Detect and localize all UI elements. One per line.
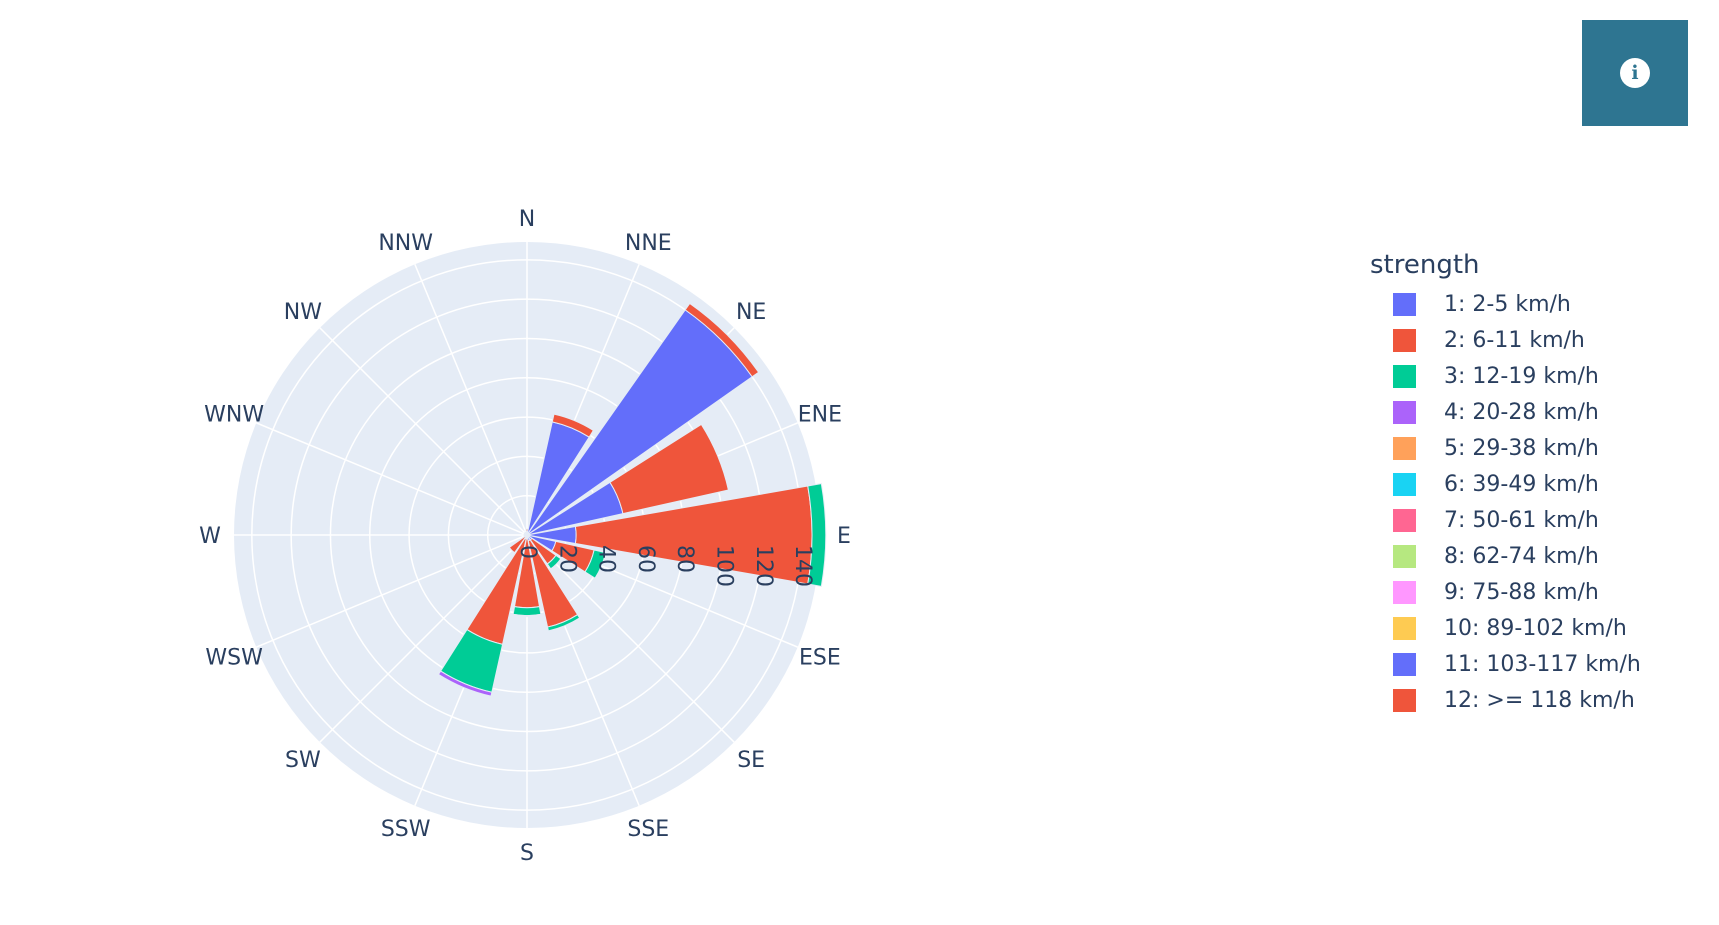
direction-label-s: S xyxy=(520,841,534,866)
direction-label-wnw: WNW xyxy=(204,403,264,428)
bar-segment-nne xyxy=(551,413,595,438)
angular-gridline xyxy=(319,327,528,536)
direction-label-ese: ESE xyxy=(799,645,841,670)
angular-gridline xyxy=(319,534,528,743)
legend-item[interactable]: 8: 62-74 km/h xyxy=(1370,538,1641,574)
legend-label: 1: 2-5 km/h xyxy=(1444,291,1571,317)
direction-label-n: N xyxy=(519,207,535,232)
legend-item[interactable]: 6: 39-49 km/h xyxy=(1370,466,1641,502)
bar-segment-ssw xyxy=(437,670,493,697)
radial-tick-label: 60 xyxy=(633,545,658,573)
legend-label: 11: 103-117 km/h xyxy=(1444,651,1641,677)
bar-segment-nnw xyxy=(524,531,528,535)
angular-gridline xyxy=(414,264,528,536)
legend-item[interactable]: 7: 50-61 km/h xyxy=(1370,502,1641,538)
legend-item[interactable]: 1: 2-5 km/h xyxy=(1370,286,1641,322)
angular-gridline xyxy=(256,422,528,536)
radial-tick-label: 80 xyxy=(672,545,697,573)
angular-gridline xyxy=(526,534,735,743)
legend-swatch xyxy=(1393,580,1416,604)
legend-swatch xyxy=(1393,364,1416,388)
legend-label: 7: 50-61 km/h xyxy=(1444,507,1599,533)
legend-item[interactable]: 11: 103-117 km/h xyxy=(1370,646,1641,682)
radial-tick-label: 120 xyxy=(751,545,776,587)
direction-label-nnw: NNW xyxy=(378,231,433,256)
legend-swatch xyxy=(1393,652,1416,676)
direction-label-sse: SSE xyxy=(627,817,669,842)
bar-segment-s xyxy=(512,613,542,618)
legend-item[interactable]: 5: 29-38 km/h xyxy=(1370,430,1641,466)
legend-label: 2: 6-11 km/h xyxy=(1444,327,1585,353)
legend-title: strength xyxy=(1370,250,1480,280)
radial-tick-label: 40 xyxy=(594,545,619,573)
legend-swatch xyxy=(1393,508,1416,532)
radial-tick-label: 20 xyxy=(554,545,579,573)
legend-label: 6: 39-49 km/h xyxy=(1444,471,1599,497)
legend-swatch xyxy=(1393,292,1416,316)
radial-tick-label: 100 xyxy=(712,545,737,587)
bar-segment-sw xyxy=(508,535,527,554)
direction-label-se: SE xyxy=(737,748,765,773)
bar-segment-sse xyxy=(546,613,581,632)
legend-items: 1: 2-5 km/h 2: 6-11 km/h 3: 12-19 km/h 4: 2… xyxy=(1370,286,1641,718)
legend-swatch xyxy=(1393,544,1416,568)
legend-item[interactable]: 2: 6-11 km/h xyxy=(1370,322,1641,358)
info-icon: i xyxy=(1620,58,1650,88)
legend-label: 9: 75-88 km/h xyxy=(1444,579,1599,605)
legend-item[interactable]: 12: >= 118 km/h xyxy=(1370,682,1641,718)
legend-label: 3: 12-19 km/h xyxy=(1444,363,1599,389)
legend-swatch xyxy=(1393,688,1416,712)
direction-label-nne: NNE xyxy=(625,231,672,256)
bar-segment-e xyxy=(807,483,827,587)
legend-swatch xyxy=(1393,400,1416,424)
legend: strength 1: 2-5 km/h 2: 6-11 km/h 3: 12-19… xyxy=(1370,250,1641,718)
legend-label: 10: 89-102 km/h xyxy=(1444,615,1627,641)
bar-segment-s xyxy=(512,606,542,617)
direction-label-ene: ENE xyxy=(798,403,842,428)
legend-swatch xyxy=(1393,616,1416,640)
direction-label-nw: NW xyxy=(284,300,322,325)
direction-label-sw: SW xyxy=(285,748,321,773)
direction-label-ssw: SSW xyxy=(381,817,431,842)
info-button[interactable]: i xyxy=(1582,20,1688,126)
angular-gridline xyxy=(256,534,528,648)
direction-label-w: W xyxy=(199,524,221,549)
legend-swatch xyxy=(1393,472,1416,496)
direction-label-e: E xyxy=(837,524,851,549)
legend-item[interactable]: 4: 20-28 km/h xyxy=(1370,394,1641,430)
legend-label: 5: 29-38 km/h xyxy=(1444,435,1599,461)
legend-item[interactable]: 10: 89-102 km/h xyxy=(1370,610,1641,646)
legend-label: 8: 62-74 km/h xyxy=(1444,543,1599,569)
legend-item[interactable]: 3: 12-19 km/h xyxy=(1370,358,1641,394)
bar-segment-ene xyxy=(609,423,730,515)
legend-item[interactable]: 9: 75-88 km/h xyxy=(1370,574,1641,610)
radial-tick-label: 0 xyxy=(515,545,540,559)
direction-label-wsw: WSW xyxy=(205,645,263,670)
bar-segment-se xyxy=(546,554,562,570)
legend-swatch xyxy=(1393,436,1416,460)
direction-label-ne: NE xyxy=(736,300,766,325)
bar-segment-ese xyxy=(584,549,607,579)
legend-swatch xyxy=(1393,328,1416,352)
radial-tick-label: 140 xyxy=(790,545,815,587)
legend-label: 4: 20-28 km/h xyxy=(1444,399,1599,425)
legend-label: 12: >= 118 km/h xyxy=(1444,687,1635,713)
bar-segment-ne xyxy=(684,302,760,378)
